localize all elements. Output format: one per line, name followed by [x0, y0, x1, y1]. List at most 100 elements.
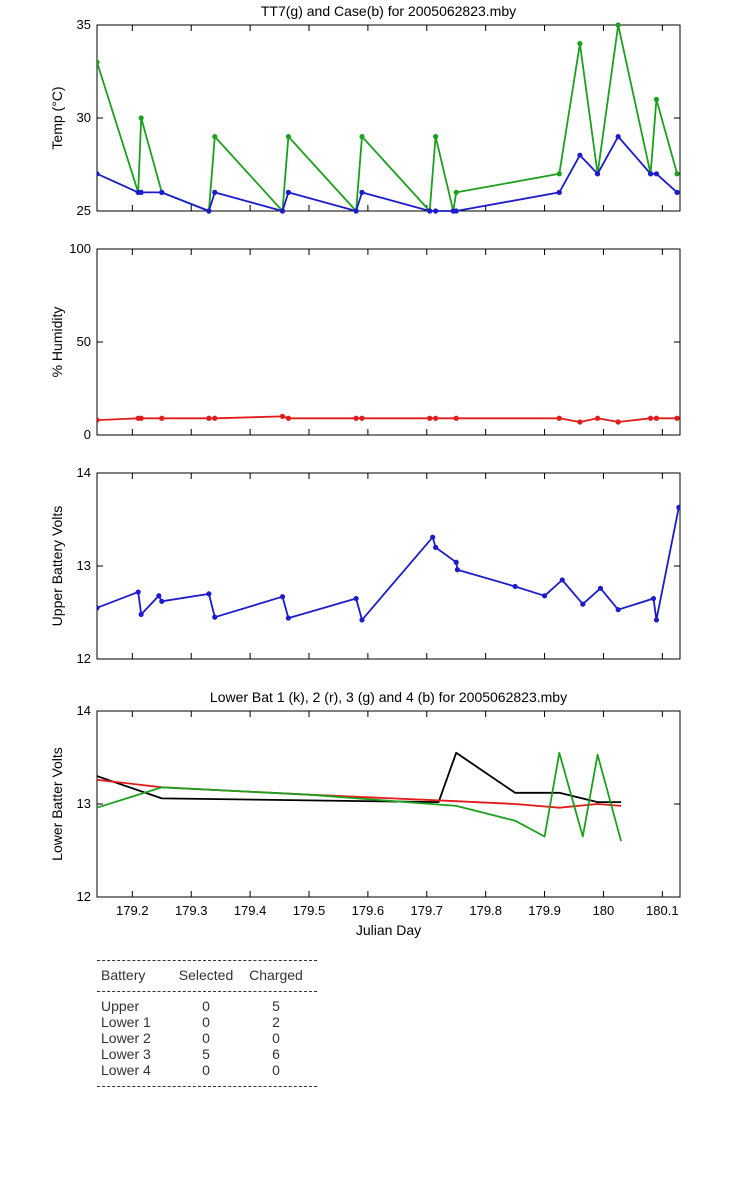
- humidity-point-r: [212, 415, 218, 421]
- upper-point-b: [615, 607, 621, 613]
- table-cell-selected: 0: [202, 1062, 210, 1078]
- humidity-ytick-label: 100: [69, 241, 91, 256]
- upper-point-b: [97, 605, 100, 611]
- upper-ytick-label: 12: [77, 651, 91, 666]
- temp-series-g: [97, 22, 680, 214]
- upper-point-b: [650, 595, 657, 602]
- temp-ytick-label: 25: [77, 203, 91, 218]
- table-cell-battery: Upper: [101, 998, 140, 1014]
- lower-xlabel: Julian Day: [356, 922, 421, 938]
- temp-point-b: [353, 208, 359, 214]
- humidity-frame: [96, 248, 681, 436]
- lower-series-k: [97, 751, 622, 803]
- temp-point-b: [359, 189, 365, 195]
- humidity-ytick-label: 0: [84, 427, 91, 442]
- humidity-point-r: [674, 415, 680, 421]
- temp-ylabel: Temp (°C): [49, 86, 65, 149]
- figure: 25 30 35 TT7(g) and Case(b) for 2005062823.…: [49, 3, 681, 938]
- humidity-ylabel: % Humidity: [49, 307, 65, 378]
- humidity-series-r: [97, 413, 680, 425]
- lower-ytick-label: 13: [77, 796, 91, 811]
- lower-xtick-label: 180.1: [646, 903, 679, 918]
- temp-point-b: [674, 189, 680, 195]
- humidity-point-r: [353, 415, 359, 421]
- lower-xtick-label: 179.9: [528, 903, 561, 918]
- upper-ylabel: Upper Battery Volts: [49, 506, 65, 627]
- temp-point-b: [577, 152, 583, 158]
- table-row: Lower 4 0 0: [97, 1062, 317, 1078]
- temp-point-b: [427, 208, 433, 214]
- table-rule-bottom: [97, 1086, 317, 1087]
- table-header-battery: Battery: [101, 967, 146, 983]
- upper-ytick-label: 14: [77, 465, 91, 480]
- temp-point-g: [653, 96, 660, 102]
- lower-ylabel: Lower Batter Volts: [49, 747, 65, 861]
- temp-title: TT7(g) and Case(b) for 2005062823.mby: [261, 3, 516, 19]
- temp-point-b: [97, 171, 100, 177]
- lower-xtick-label: 179.3: [175, 903, 208, 918]
- table-cell-charged: 0: [272, 1062, 280, 1078]
- lower-xtick-label: 179.7: [411, 903, 444, 918]
- temp-point-b: [615, 134, 621, 140]
- temp-point-g: [453, 189, 459, 195]
- temp-point-g: [577, 41, 583, 47]
- humidity-point-r: [615, 419, 621, 425]
- table-row: Lower 1 0 2: [97, 1014, 317, 1030]
- lower-xtick-label: 179.4: [234, 903, 267, 918]
- table-cell-battery: Lower 1: [101, 1014, 151, 1030]
- temp-panel: 25 30 35 TT7(g) and Case(b) for 2005062823.…: [49, 3, 681, 218]
- lower-series-g: [97, 751, 622, 842]
- temp-point-g: [212, 134, 218, 140]
- lower-ytick-label: 14: [77, 703, 91, 718]
- temp-point-g: [674, 171, 680, 177]
- temp-point-g: [285, 134, 291, 140]
- lower-series-r: [97, 778, 622, 809]
- upper-point-b: [453, 559, 459, 565]
- humidity-point-r: [159, 415, 165, 421]
- temp-line-b: [97, 135, 678, 212]
- temp-point-g: [138, 115, 144, 121]
- temp-point-b: [594, 171, 601, 177]
- upper-point-b: [279, 594, 286, 600]
- upper-point-b: [541, 593, 548, 599]
- lower-panel: 179.2 179.3 179.4 179.5 179.6 179.7 179.8 179.9…: [49, 689, 681, 938]
- humidity-point-r: [577, 419, 583, 425]
- humidity-point-r: [427, 415, 433, 421]
- temp-point-b: [556, 189, 562, 195]
- upper-point-b: [285, 615, 291, 621]
- table-cell-battery: Lower 4: [101, 1062, 151, 1078]
- temp-point-g: [97, 59, 100, 65]
- upper-line-b: [97, 507, 680, 621]
- upper-point-b: [138, 611, 144, 617]
- table-header-charged: Charged: [249, 967, 303, 983]
- upper-point-b: [353, 595, 359, 602]
- temp-ytick-label: 35: [77, 17, 91, 32]
- table-cell-charged: 5: [272, 998, 280, 1014]
- humidity-point-r: [138, 415, 144, 421]
- temp-point-b: [653, 171, 660, 177]
- table-rule-mid: [97, 991, 317, 992]
- humidity-point-r: [206, 415, 212, 421]
- lower-ytick-label: 12: [77, 889, 91, 904]
- upper-point-b: [430, 534, 436, 540]
- table-cell-charged: 0: [272, 1030, 280, 1046]
- lower-xtick-label: 180: [593, 903, 615, 918]
- table-cell-selected: 0: [202, 998, 210, 1014]
- temp-series-b: [97, 134, 680, 214]
- table-cell-battery: Lower 3: [101, 1046, 151, 1062]
- table-cell-selected: 0: [202, 1030, 210, 1046]
- upper-point-b: [653, 617, 660, 623]
- humidity-point-r: [97, 417, 100, 423]
- temp-ytick-label: 30: [77, 110, 91, 125]
- lower-xtick-label: 179.5: [293, 903, 326, 918]
- temp-point-g: [359, 134, 365, 140]
- temp-point-b: [647, 171, 654, 177]
- lower-line-k: [97, 751, 622, 803]
- temp-point-b: [206, 208, 212, 214]
- upper-point-b: [597, 585, 604, 591]
- lower-xtick-label: 179.6: [352, 903, 385, 918]
- temp-frame: [96, 24, 681, 212]
- temp-point-g: [556, 171, 562, 177]
- temp-point-b: [138, 189, 144, 195]
- lower-line-r: [97, 778, 622, 809]
